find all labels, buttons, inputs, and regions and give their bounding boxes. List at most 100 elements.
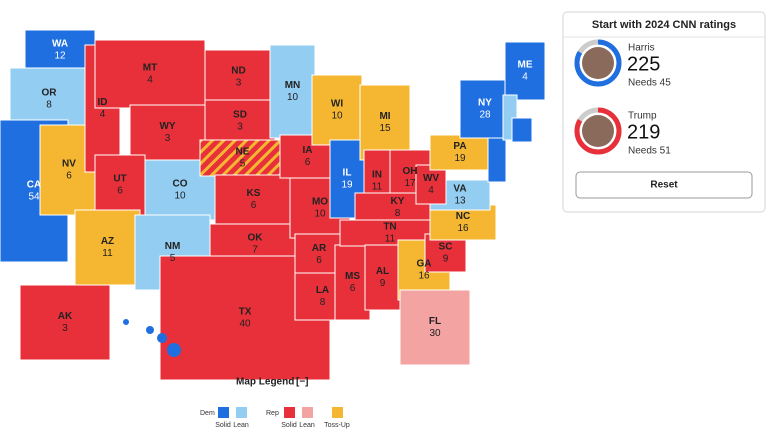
state-votes: 9 [443,254,449,265]
state-abbr: KY [391,196,405,207]
legend-label: Lean [233,422,249,429]
state-abbr: FL [429,316,441,327]
avatar [582,47,614,79]
state-votes: 16 [418,271,430,282]
legend-label: Toss-Up [324,422,350,429]
state-abbr: NM [165,241,181,252]
state-votes: 4 [522,72,528,83]
state-abbr: TX [239,307,252,318]
avatar-ring [574,107,622,155]
state-votes: 17 [404,178,416,189]
state-abbr: MS [345,271,360,282]
state-abbr: SC [439,242,453,253]
legend-swatch [218,407,229,418]
state-abbr: CO [173,179,188,190]
state-abbr: LA [316,285,329,296]
state-votes: 11 [102,248,113,259]
state [74,209,141,286]
state-abbr: AK [58,311,73,322]
legend-swatch [236,407,247,418]
state-abbr: PA [453,141,466,152]
state-votes: 6 [117,186,123,197]
state-votes: 54 [28,192,40,203]
state [359,84,411,161]
state [19,284,111,361]
state-votes: 13 [454,196,466,207]
state-votes: 6 [316,255,322,266]
state [504,41,546,101]
candidate-name: Harris [628,43,655,54]
state [204,49,273,105]
state [129,104,206,161]
state-abbr: AR [312,243,327,254]
state-abbr: NV [62,159,76,170]
legend-swatch [332,407,343,418]
state-abbr: WI [331,99,343,110]
state-votes: 4 [147,75,153,86]
state-abbr: WV [423,173,439,184]
state [429,204,497,241]
state-abbr: SD [233,110,247,121]
state-votes: 40 [239,319,251,330]
candidate-needs: Needs 45 [628,78,671,89]
state-votes: 3 [165,133,171,144]
state-votes: 19 [454,153,466,164]
state-votes: 3 [237,122,243,133]
legend-group: Rep [266,410,279,417]
state-abbr: MO [312,197,328,208]
state-votes: 4 [428,185,434,196]
state [399,289,471,366]
small-states [487,137,507,183]
state [214,174,293,225]
legend-title: Map Legend [236,377,294,388]
state-votes: 6 [66,171,72,182]
state-votes: 8 [320,297,326,308]
state-abbr: OR [42,88,58,99]
state-abbr: GA [417,259,432,270]
state-abbr: AZ [101,236,114,247]
state-abbr: IL [343,168,352,179]
state [311,74,363,146]
state-abbr: NC [456,211,470,222]
state-votes: 15 [379,123,391,134]
state-abbr: TN [383,222,396,233]
state-votes: 5 [240,159,246,170]
state-votes: 30 [429,328,441,339]
state-abbr: KS [247,188,261,199]
state-abbr: UT [113,174,126,185]
state-votes: 10 [174,191,186,202]
hawaii [157,333,167,343]
hawaii [146,326,154,334]
state-abbr: NE [236,147,250,158]
reset-label[interactable]: Reset [650,180,678,191]
state-votes: 6 [251,200,257,211]
state-abbr: IN [372,170,382,181]
state [364,244,401,311]
state [334,244,371,321]
state-abbr: VA [453,184,466,195]
state-votes: 10 [314,209,326,220]
state-abbr: IA [303,145,313,156]
hawaii [167,343,181,357]
state-votes: 7 [252,245,258,256]
state-abbr: MT [143,63,157,74]
legend-swatch [284,407,295,418]
hawaii [123,319,129,325]
state-abbr: ID [98,97,108,108]
state-votes: 10 [287,92,299,103]
state-abbr: AL [376,266,389,277]
state-abbr: MI [379,111,390,122]
state-votes: 11 [385,234,396,245]
state-votes: 19 [341,180,353,191]
state-votes: 11 [372,182,383,193]
legend-swatch [302,407,313,418]
legend-toggle[interactable]: [−] [296,377,309,388]
legend-label: Solid [215,422,231,429]
state-votes: 6 [350,283,356,294]
state-abbr: MN [285,80,301,91]
avatar-ring [574,39,622,87]
reset-button[interactable] [575,171,753,199]
state [429,134,491,171]
